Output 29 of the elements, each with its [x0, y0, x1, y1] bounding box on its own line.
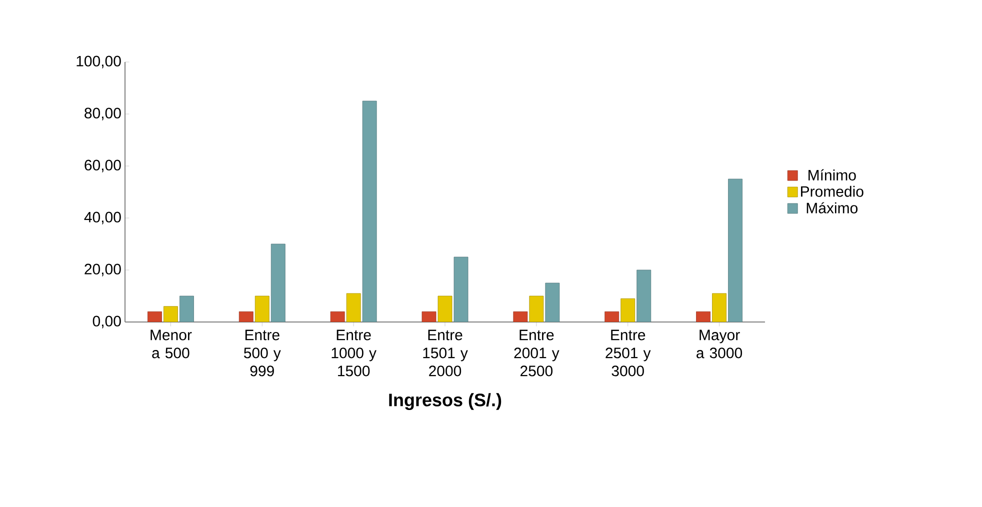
- legend-label: Promedio: [801, 186, 864, 197]
- bar: [164, 306, 178, 322]
- legend-label: Mínimo: [808, 169, 856, 180]
- bar: [454, 256, 468, 322]
- legend-label: Máximo: [806, 202, 858, 214]
- y-tick-label: 20,00: [84, 264, 121, 276]
- x-tick-label: Mayor a 3000: [696, 330, 742, 358]
- x-tick-label: Menor a 500: [150, 330, 192, 358]
- bar: [270, 244, 286, 322]
- bar: [346, 293, 361, 322]
- y-tick-label: 80,00: [84, 108, 121, 120]
- x-axis-title: Ingresos (S/.): [389, 393, 502, 410]
- x-tick-label: Entre 2501 y 3000: [606, 330, 651, 376]
- x-tick-label: Entre 500 y 999: [244, 330, 281, 376]
- x-tick-label: Entre 1000 y 1500: [332, 330, 376, 376]
- bar: [712, 293, 726, 322]
- bar: [254, 296, 270, 322]
- bar: [180, 296, 194, 322]
- bar: [545, 282, 560, 322]
- x-tick-label: Entre 2001 y 2500: [514, 330, 560, 376]
- y-tick-label: 40,00: [84, 212, 121, 224]
- bar: [636, 270, 652, 322]
- bar: [728, 178, 742, 322]
- y-tick-label: 0,00: [92, 316, 121, 328]
- y-tick-label: 100,00: [76, 56, 121, 68]
- y-tick-label: 60,00: [84, 160, 121, 172]
- bar: [620, 298, 636, 322]
- x-tick-label: Entre 1501 y 2000: [423, 330, 468, 376]
- bar: [362, 100, 377, 322]
